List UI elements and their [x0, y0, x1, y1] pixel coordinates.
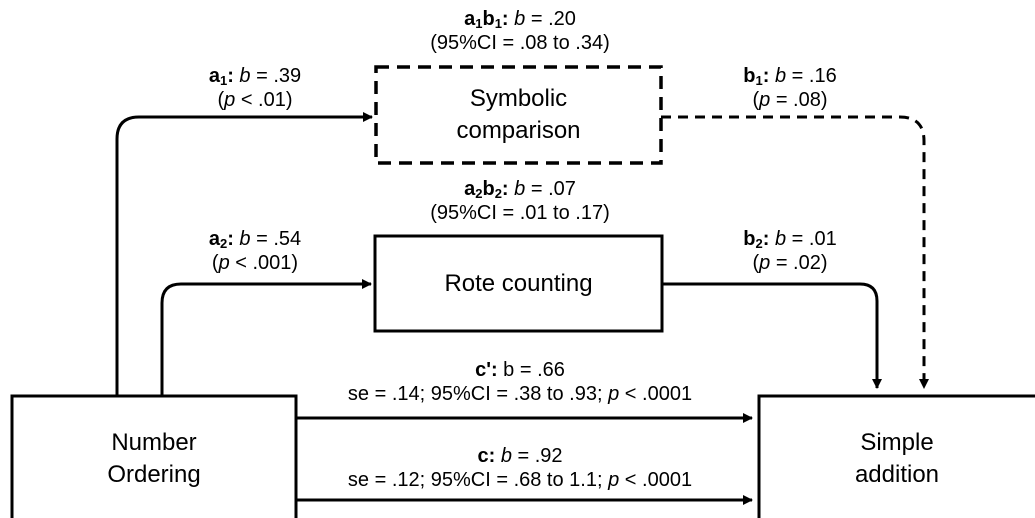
b2-label: b2: b = .01 (p = .02) — [715, 227, 865, 275]
a1b1-label: a1b1: b = .20 (95%CI = .08 to .34) — [400, 7, 640, 55]
path-b2-arrow — [662, 282, 882, 389]
a1-label: a1: b = .39 (p < .01) — [180, 64, 330, 112]
a1b1-estimate: a1b1: b = .20 — [464, 8, 576, 31]
b1-estimate: b1: b = .16 — [743, 65, 837, 88]
b2-estimate: b2: b = .01 — [743, 228, 837, 251]
predictor-label-line1: Number — [111, 429, 197, 456]
a2-estimate: a2: b = .54 — [208, 228, 302, 251]
mediator1-label: Symbolic comparison — [376, 80, 661, 150]
a2-label: a2: b = .54 (p < .001) — [180, 227, 330, 275]
a1-estimate: a1: b = .39 — [208, 65, 302, 88]
mediator1-box — [374, 65, 663, 165]
predictor-label-line2: Ordering — [107, 461, 201, 488]
mediator2-label-line1: Rote counting — [444, 270, 593, 297]
outcome-box — [757, 394, 1035, 518]
a1-pvalue: (p < .01) — [217, 89, 293, 111]
b2-pvalue: (p = .02) — [752, 252, 828, 274]
c-label: c: b = .92 se = .12; 95%CI = .68 to 1.1;… — [300, 444, 740, 492]
path-a1-arrow — [115, 112, 373, 396]
a2b2-estimate: a2b2: b = .07 — [464, 178, 576, 201]
mediator1-label-line2: comparison — [456, 117, 581, 144]
a1b1-ci: (95%CI = .08 to .34) — [430, 32, 610, 54]
c-estimate: c: b = .92 — [477, 445, 563, 467]
c-prime-estimate: c': b = .66 — [475, 359, 565, 381]
outcome-label-line2: addition — [854, 461, 940, 488]
c-prime-label: c': b = .66 se = .14; 95%CI = .38 to .93… — [300, 358, 740, 406]
a2-pvalue: (p < .001) — [211, 252, 299, 274]
predictor-label: Number Ordering — [12, 421, 296, 497]
b1-pvalue: (p = .08) — [752, 89, 828, 111]
outcome-label-line1: Simple — [860, 429, 934, 456]
b1-label: b1: b = .16 (p = .08) — [715, 64, 865, 112]
c-detail: se = .12; 95%CI = .68 to 1.1; p < .0001 — [347, 469, 693, 491]
outcome-label: Simple addition — [759, 421, 1035, 497]
a2b2-label: a2b2: b = .07 (95%CI = .01 to .17) — [400, 177, 640, 225]
path-b1-arrow — [661, 115, 929, 389]
predictor-box — [10, 394, 298, 518]
a2b2-ci: (95%CI = .01 to .17) — [430, 202, 610, 224]
c-prime-detail: se = .14; 95%CI = .38 to .93; p < .0001 — [347, 383, 693, 405]
path-a2-arrow — [160, 279, 372, 396]
mediator2-label: Rote counting — [375, 266, 662, 302]
mediator1-label-line1: Symbolic — [469, 85, 568, 112]
